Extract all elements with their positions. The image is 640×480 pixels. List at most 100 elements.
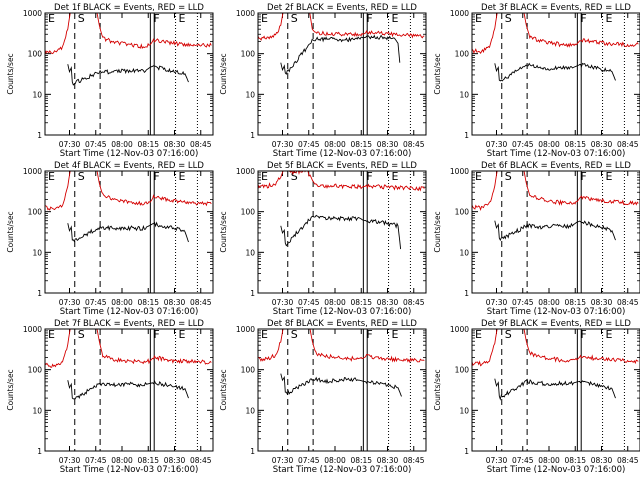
chart-9-xtick-label: 08:00 — [538, 456, 560, 465]
chart-8-xtick-label: 08:00 — [324, 456, 346, 465]
chart-9-xtick-label: 07:30 — [486, 456, 508, 465]
chart-2-xtick-label: 08:45 — [403, 140, 425, 149]
chart-8-event-label: F — [366, 328, 372, 341]
chart-5-frame — [257, 170, 427, 294]
chart-1-xtick-label: 08:00 — [111, 140, 133, 149]
chart-7-event-label: S — [78, 328, 85, 341]
chart-2-ytick-label: 1 — [250, 131, 255, 140]
chart-3-series-lld — [472, 13, 639, 55]
chart-5-xtick-label: 08:30 — [377, 298, 399, 307]
chart-4-frame — [44, 170, 214, 294]
chart-6-title: Det 6f BLACK = Events, RED = LLD — [481, 161, 631, 171]
chart-8-xtick-label: 07:30 — [272, 456, 294, 465]
chart-1-xtick-label: 07:30 — [59, 140, 81, 149]
chart-1-title: Det 1f BLACK = Events, RED = LLD — [54, 3, 204, 13]
chart-3-ytick-label: 1 — [464, 131, 469, 140]
chart-2-xtick-label: 07:30 — [272, 140, 294, 149]
chart-4-event-label: F — [153, 170, 159, 183]
chart-2-panel: Det 2f BLACK = Events, RED = LLD Counts/s… — [219, 3, 427, 159]
chart-3-panel: Det 3f BLACK = Events, RED = LLD Counts/s… — [433, 3, 640, 159]
chart-4-event-label: E — [179, 170, 186, 183]
chart-5-xtick-label: 07:45 — [298, 298, 320, 307]
chart-4-xtick-label: 08:15 — [137, 298, 159, 307]
chart-5-ytick-label: 100 — [241, 208, 256, 217]
chart-1-series-lld — [45, 13, 212, 55]
chart-3-xtick-label: 07:30 — [486, 140, 508, 149]
chart-6-ytick-label: 1000 — [450, 167, 469, 176]
chart-3-xtick-label: 08:30 — [591, 140, 613, 149]
chart-5-xtick-label: 08:45 — [403, 298, 425, 307]
chart-6-ytick-label: 10 — [459, 248, 469, 257]
chart-6-xtick-label: 08:45 — [617, 298, 639, 307]
chart-3-ytick-label: 100 — [455, 50, 470, 59]
chart-8-event-label: E — [261, 328, 268, 341]
chart-2-event-label: E — [392, 12, 399, 25]
chart-4-ytick-label: 1000 — [23, 167, 42, 176]
chart-6-ytick-label: 100 — [455, 208, 470, 217]
chart-9-event-label: S — [505, 328, 512, 341]
chart-9-ytick-label: 100 — [455, 366, 470, 375]
chart-3-ylabel: Counts/sec — [433, 53, 442, 94]
chart-5-xlabel: Start Time (12-Nov-03 07:16:00) — [273, 307, 412, 317]
chart-4-xtick-label: 07:45 — [85, 298, 107, 307]
chart-2-ytick-label: 10 — [245, 90, 255, 99]
chart-6-event-label: F — [580, 170, 586, 183]
chart-9-xtick-label: 08:15 — [564, 456, 586, 465]
chart-3-ytick-label: 1000 — [450, 9, 469, 18]
chart-9-ytick-label: 10 — [459, 406, 469, 415]
chart-2-frame — [257, 12, 427, 136]
chart-1-xtick-label: 08:45 — [190, 140, 212, 149]
chart-1-ytick-label: 1 — [37, 131, 42, 140]
chart-8-xlabel: Start Time (12-Nov-03 07:16:00) — [273, 465, 412, 475]
chart-9-event-label: E — [606, 328, 613, 341]
chart-4-xtick-label: 08:45 — [190, 298, 212, 307]
chart-5-series-lld — [258, 171, 425, 192]
chart-8-xtick-label: 08:15 — [350, 456, 372, 465]
chart-6-event-label: E — [606, 170, 613, 183]
chart-5-event-label: E — [392, 170, 399, 183]
chart-7-series-events — [67, 380, 189, 400]
chart-5-ytick-label: 1 — [250, 289, 255, 298]
chart-3-xtick-label: 08:00 — [538, 140, 560, 149]
chart-8-series-events — [280, 373, 402, 397]
chart-4-series-lld — [45, 171, 212, 211]
chart-1-ytick-label: 100 — [28, 50, 43, 59]
chart-2-ylabel: Counts/sec — [219, 53, 228, 94]
chart-7-frame — [44, 328, 214, 452]
chart-2-xtick-label: 08:15 — [350, 140, 372, 149]
chart-8-series-lld — [258, 329, 425, 364]
chart-2-xtick-label: 08:30 — [377, 140, 399, 149]
chart-6-xtick-label: 07:30 — [486, 298, 508, 307]
chart-2-title: Det 2f BLACK = Events, RED = LLD — [267, 3, 417, 13]
chart-1-event-label: E — [48, 12, 55, 25]
chart-5-event-label: E — [261, 170, 268, 183]
chart-4-ytick-label: 10 — [32, 248, 42, 257]
chart-5-title: Det 5f BLACK = Events, RED = LLD — [267, 161, 417, 171]
chart-8-frame — [257, 328, 427, 452]
chart-5-xtick-label: 07:30 — [272, 298, 294, 307]
chart-6-xtick-label: 07:45 — [512, 298, 534, 307]
chart-1-xtick-label: 08:15 — [137, 140, 159, 149]
chart-8-ylabel: Counts/sec — [219, 369, 228, 410]
chart-9-ytick-label: 1000 — [450, 325, 469, 334]
chart-3-xtick-label: 07:45 — [512, 140, 534, 149]
chart-4-panel: Det 4f BLACK = Events, RED = LLD Counts/s… — [6, 161, 214, 317]
chart-8-ytick-label: 10 — [245, 406, 255, 415]
chart-4-ytick-label: 100 — [28, 208, 43, 217]
chart-5-ytick-label: 10 — [245, 248, 255, 257]
chart-7-event-label: F — [153, 328, 159, 341]
chart-6-panel: Det 6f BLACK = Events, RED = LLD Counts/s… — [433, 161, 640, 317]
chart-6-frame — [471, 170, 640, 294]
chart-3-event-label: S — [505, 12, 512, 25]
chart-7-xtick-label: 08:15 — [137, 456, 159, 465]
chart-8-ytick-label: 1000 — [236, 325, 255, 334]
chart-4-xlabel: Start Time (12-Nov-03 07:16:00) — [60, 307, 199, 317]
chart-1-event-label: F — [153, 12, 159, 25]
chart-1-ytick-label: 1000 — [23, 9, 42, 18]
chart-1-event-label: S — [78, 12, 85, 25]
chart-8-title: Det 8f BLACK = Events, RED = LLD — [267, 319, 417, 329]
chart-2-series-lld — [258, 13, 425, 41]
chart-7-event-label: E — [179, 328, 186, 341]
chart-3-xtick-label: 08:45 — [617, 140, 639, 149]
